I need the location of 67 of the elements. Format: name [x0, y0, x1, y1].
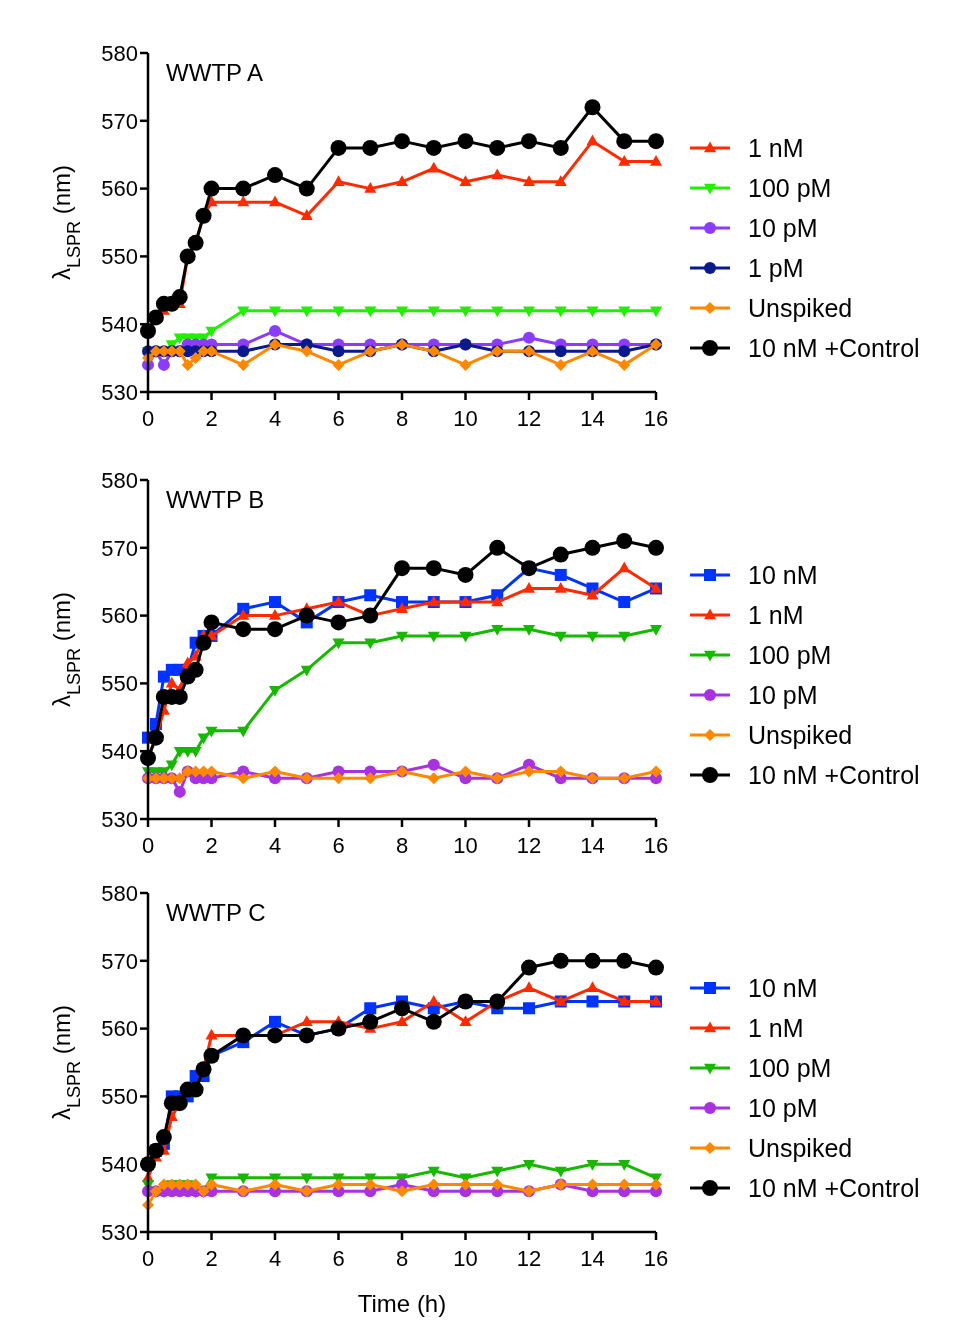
legend-label: 1 nM [748, 600, 804, 629]
x-tick-label: 4 [268, 1246, 282, 1271]
x-tick-label: 8 [395, 833, 409, 858]
x-tick-label: 2 [205, 833, 218, 858]
chart-title: WWTP C [166, 899, 266, 926]
legend-label: Unspiked [748, 720, 853, 749]
x-tick-label: 2 [205, 406, 218, 431]
x-tick-label: 4 [268, 833, 282, 858]
y-tick-label: 560 [101, 176, 138, 202]
y-tick-label: 550 [101, 244, 138, 270]
x-tick-label: 10 [453, 833, 478, 858]
chart-title: WWTP A [166, 59, 263, 86]
x-tick-label: 0 [141, 1246, 155, 1271]
legend-label: 10 nM +Control [748, 1173, 920, 1202]
x-tick-label: 14 [580, 833, 605, 858]
y-tick-label: 570 [101, 948, 138, 974]
x-tick-label: 6 [332, 833, 345, 858]
legend-label: Unspiked [748, 1133, 853, 1162]
x-tick-label: 10 [453, 406, 478, 431]
y-tick-label: 570 [101, 535, 138, 561]
legend-label: 1 nM [748, 1013, 804, 1042]
y-tick-label: 530 [101, 379, 138, 405]
legend-label: 10 pM [748, 1093, 818, 1122]
legend-label: 10 nM [748, 560, 818, 589]
legend-label: Unspiked [748, 293, 853, 322]
legend-label: 1 pM [748, 253, 804, 282]
y-tick-label: 540 [101, 311, 138, 337]
legend-label: 10 nM [748, 973, 818, 1002]
legend-label: 100 pM [748, 173, 832, 202]
y-tick-label: 530 [101, 806, 138, 832]
x-tick-label: 12 [516, 833, 542, 858]
x-tick-label: 12 [516, 406, 542, 431]
y-tick-label: 550 [101, 1084, 138, 1110]
legend-label: 1 nM [748, 133, 804, 162]
x-tick-label: 6 [332, 1246, 345, 1271]
y-tick-label: 540 [101, 1151, 138, 1177]
x-tick-label: 2 [205, 1246, 218, 1271]
x-tick-label: 0 [141, 833, 155, 858]
legend-label: 10 pM [748, 213, 818, 242]
legend-label: 100 pM [748, 1053, 832, 1082]
x-tick-label: 16 [643, 833, 669, 858]
y-tick-label: 560 [101, 1016, 138, 1042]
x-tick-label: 8 [395, 1246, 409, 1271]
y-tick-label: 550 [101, 671, 138, 697]
legend-label: 100 pM [748, 640, 832, 669]
y-tick-label: 580 [101, 40, 138, 66]
y-tick-label: 530 [101, 1219, 138, 1245]
x-tick-label: 16 [643, 406, 669, 431]
x-tick-label: 16 [643, 1246, 669, 1271]
x-tick-label: 10 [453, 1246, 478, 1271]
x-tick-label: 4 [268, 406, 282, 431]
chart-title: WWTP B [166, 486, 265, 513]
y-tick-label: 580 [101, 467, 138, 493]
legend-label: 10 pM [748, 680, 818, 709]
x-tick-label: 14 [580, 1246, 605, 1271]
x-axis-title: Time (h) [357, 1290, 447, 1317]
y-tick-label: 580 [101, 880, 138, 906]
y-tick-label: 570 [101, 108, 138, 134]
x-tick-label: 8 [395, 406, 409, 431]
y-tick-label: 540 [101, 738, 138, 764]
x-tick-label: 6 [332, 406, 345, 431]
y-tick-label: 560 [101, 603, 138, 629]
x-tick-label: 12 [516, 1246, 542, 1271]
legend-label: 10 nM +Control [748, 760, 920, 789]
x-tick-label: 14 [580, 406, 605, 431]
legend-label: 10 nM +Control [748, 333, 920, 362]
x-tick-label: 0 [141, 406, 155, 431]
